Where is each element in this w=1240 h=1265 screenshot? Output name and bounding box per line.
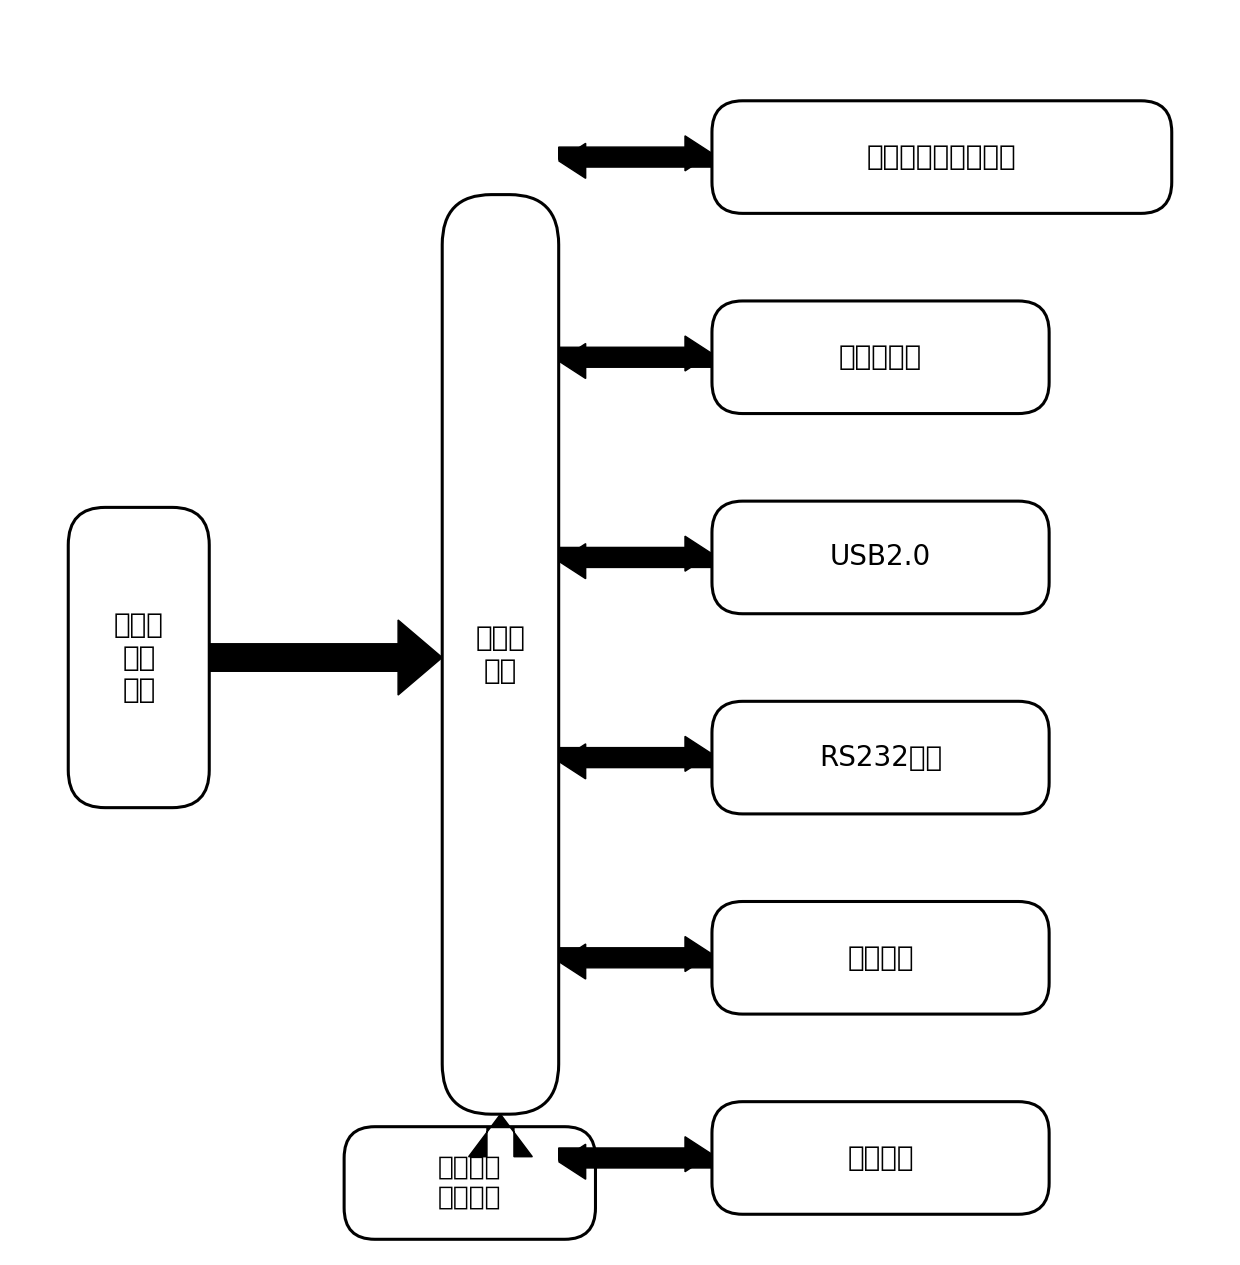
Polygon shape (559, 944, 712, 979)
FancyBboxPatch shape (712, 301, 1049, 414)
Text: 第二电源
管理模块: 第二电源 管理模块 (438, 1155, 501, 1211)
Text: 数据及信息存储模块: 数据及信息存储模块 (867, 143, 1017, 171)
Polygon shape (559, 736, 712, 772)
FancyBboxPatch shape (712, 1102, 1049, 1214)
Polygon shape (559, 1137, 712, 1171)
Text: 时钟模块: 时钟模块 (847, 1144, 914, 1171)
Polygon shape (469, 1114, 532, 1156)
Polygon shape (559, 744, 712, 779)
Polygon shape (559, 336, 712, 371)
Text: USB2.0: USB2.0 (830, 544, 931, 572)
Polygon shape (559, 1145, 712, 1179)
Polygon shape (559, 135, 712, 171)
FancyBboxPatch shape (712, 701, 1049, 813)
FancyBboxPatch shape (712, 501, 1049, 614)
Text: 电力线
载波
接口: 电力线 载波 接口 (114, 611, 164, 703)
Text: RS232接口: RS232接口 (818, 744, 942, 772)
Polygon shape (559, 143, 712, 178)
Text: 蓝牙接口: 蓝牙接口 (847, 944, 914, 972)
Polygon shape (559, 536, 712, 572)
FancyBboxPatch shape (68, 507, 210, 807)
Text: 触摸液晶屏: 触摸液晶屏 (839, 343, 923, 371)
FancyBboxPatch shape (712, 902, 1049, 1015)
FancyBboxPatch shape (345, 1127, 595, 1240)
Polygon shape (210, 620, 443, 694)
FancyBboxPatch shape (443, 195, 559, 1114)
Polygon shape (559, 936, 712, 972)
Polygon shape (559, 344, 712, 378)
FancyBboxPatch shape (712, 101, 1172, 214)
Polygon shape (559, 544, 712, 578)
Text: 中央处
理器: 中央处 理器 (475, 624, 526, 684)
